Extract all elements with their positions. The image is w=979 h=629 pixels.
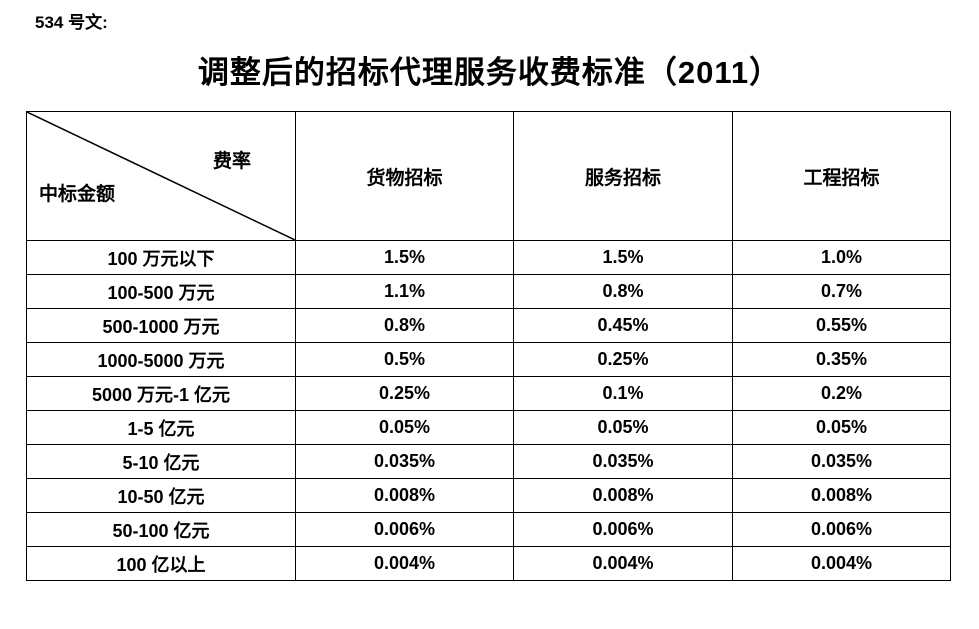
rate-cell: 0.004%	[295, 546, 514, 581]
rate-cell: 0.006%	[732, 512, 951, 547]
table-row: 100-500 万元 1.1% 0.8% 0.7%	[26, 274, 951, 309]
rate-cell: 0.006%	[295, 512, 514, 547]
row-label: 100-500 万元	[26, 274, 296, 309]
table-row: 5000 万元-1 亿元 0.25% 0.1% 0.2%	[26, 376, 951, 411]
row-label: 50-100 亿元	[26, 512, 296, 547]
diagonal-line	[27, 112, 295, 240]
rate-cell: 0.035%	[295, 444, 514, 479]
rate-cell: 0.25%	[513, 342, 733, 377]
column-header-goods: 货物招标	[295, 111, 514, 241]
rate-cell: 0.25%	[295, 376, 514, 411]
rate-cell: 0.008%	[732, 478, 951, 513]
page-title: 调整后的招标代理服务收费标准（2011）	[197, 55, 782, 90]
rate-cell: 0.05%	[732, 410, 951, 445]
rate-cell: 0.5%	[295, 342, 514, 377]
corner-label-rate: 费率	[212, 151, 251, 172]
rate-cell: 0.8%	[513, 274, 733, 309]
row-label: 5000 万元-1 亿元	[26, 376, 296, 411]
column-header-services: 服务招标	[513, 111, 733, 241]
diagonal-corner-cell: 费率 中标金额	[26, 111, 296, 241]
rate-cell: 0.008%	[295, 478, 514, 513]
rate-cell: 0.35%	[732, 342, 951, 377]
rate-cell: 1.5%	[295, 240, 514, 275]
rate-cell: 0.8%	[295, 308, 514, 343]
rate-cell: 0.05%	[295, 410, 514, 445]
rate-cell: 0.1%	[513, 376, 733, 411]
table-row: 100 亿以上 0.004% 0.004% 0.004%	[26, 546, 951, 581]
fee-rate-table: 费率 中标金额 货物招标 服务招标 工程招标 100 万元以下 1.5% 1.5…	[26, 111, 951, 581]
rate-cell: 0.7%	[732, 274, 951, 309]
table-row: 1-5 亿元 0.05% 0.05% 0.05%	[26, 410, 951, 445]
rate-cell: 0.45%	[513, 308, 733, 343]
rate-cell: 0.006%	[513, 512, 733, 547]
rate-cell: 0.008%	[513, 478, 733, 513]
header-row: 费率 中标金额 货物招标 服务招标 工程招标	[26, 111, 951, 241]
rate-cell: 0.035%	[732, 444, 951, 479]
row-label: 1-5 亿元	[26, 410, 296, 445]
rate-cell: 1.1%	[295, 274, 514, 309]
rate-cell: 0.2%	[732, 376, 951, 411]
rate-cell: 0.035%	[513, 444, 733, 479]
document-number-label: 534 号文:	[35, 13, 108, 32]
row-label: 5-10 亿元	[26, 444, 296, 479]
table-row: 500-1000 万元 0.8% 0.45% 0.55%	[26, 308, 951, 343]
column-header-engineering: 工程招标	[732, 111, 951, 241]
table-row: 50-100 亿元 0.006% 0.006% 0.006%	[26, 512, 951, 547]
table-row: 10-50 亿元 0.008% 0.008% 0.008%	[26, 478, 951, 513]
row-label: 1000-5000 万元	[26, 342, 296, 377]
row-label: 100 亿以上	[26, 546, 296, 581]
rate-cell: 0.05%	[513, 410, 733, 445]
row-label: 10-50 亿元	[26, 478, 296, 513]
rate-cell: 0.004%	[732, 546, 951, 581]
rate-cell: 0.55%	[732, 308, 951, 343]
rate-cell: 1.0%	[732, 240, 951, 275]
table-row: 100 万元以下 1.5% 1.5% 1.0%	[26, 240, 951, 275]
rate-cell: 0.004%	[513, 546, 733, 581]
table-row: 1000-5000 万元 0.5% 0.25% 0.35%	[26, 342, 951, 377]
row-label: 500-1000 万元	[26, 308, 296, 343]
rate-cell: 1.5%	[513, 240, 733, 275]
table-row: 5-10 亿元 0.035% 0.035% 0.035%	[26, 444, 951, 479]
corner-label-amount: 中标金额	[39, 184, 116, 205]
row-label: 100 万元以下	[26, 240, 296, 275]
